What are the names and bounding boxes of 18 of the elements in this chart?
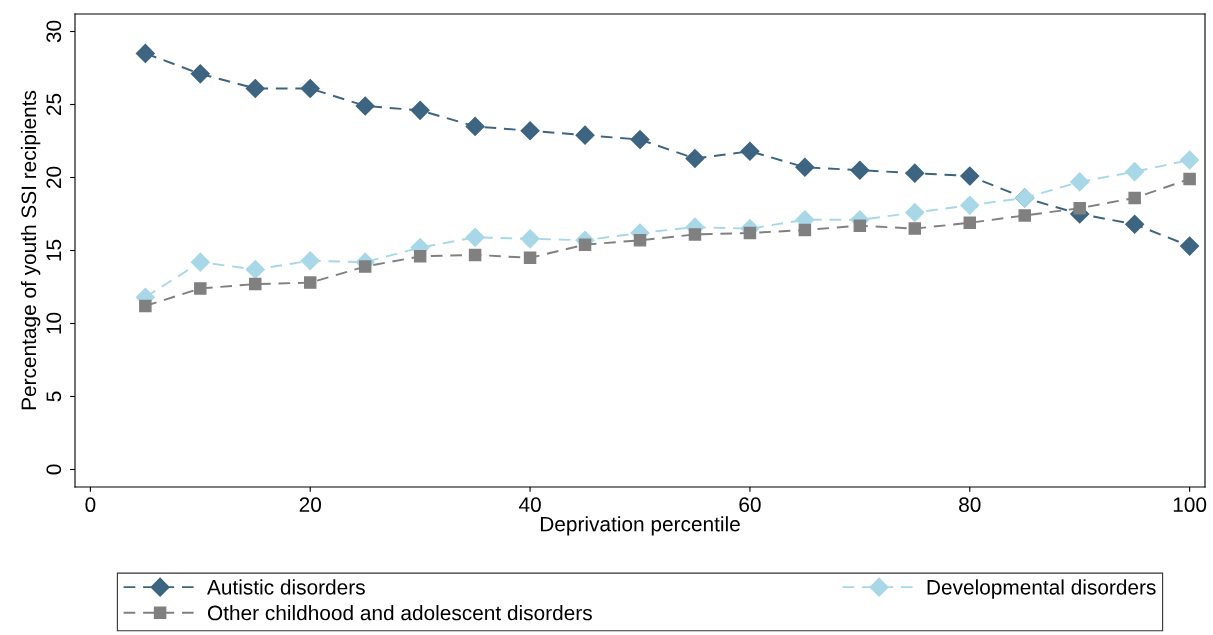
y-tick-label: 10 (46, 312, 62, 334)
x-axis-title: Deprivation percentile (540, 516, 740, 536)
legend-label: Autistic disorders (207, 579, 365, 595)
legend-label: Developmental disorders (927, 579, 1156, 599)
x-tick-label: 20 (299, 497, 322, 513)
y-tick-label: 30 (46, 20, 62, 43)
y-tick-label: 5 (46, 391, 62, 402)
y-tick-label: 0 (46, 464, 62, 475)
legend-label: Other childhood and adolescent disorders (207, 605, 592, 621)
y-tick-label: 20 (46, 166, 62, 189)
x-tick-label: 40 (518, 497, 541, 513)
x-tick-label: 100 (1173, 497, 1207, 513)
y-tick-label: 15 (46, 239, 62, 261)
x-tick-label: 0 (85, 497, 96, 513)
y-axis-title: Percentage of youth SSI recipients (20, 90, 41, 410)
x-tick-label: 60 (739, 497, 761, 513)
y-tick-label: 25 (46, 93, 62, 116)
x-tick-label: 80 (959, 497, 981, 513)
